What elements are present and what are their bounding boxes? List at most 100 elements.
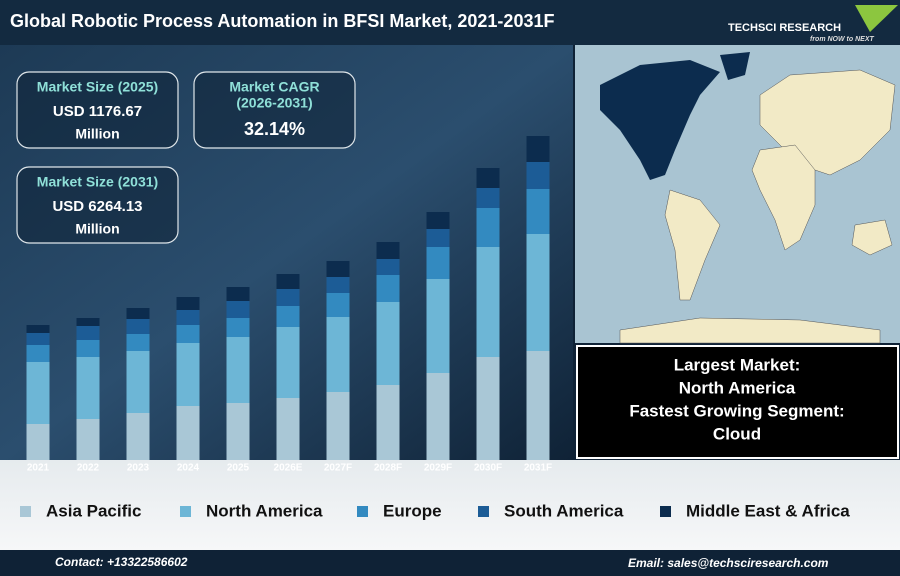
bar-segment [376, 302, 400, 385]
stat-box [16, 166, 179, 244]
bar-segment [26, 424, 50, 460]
bar-segment [176, 406, 200, 460]
bar-segment [176, 297, 200, 310]
bar-segment [326, 317, 350, 392]
bar-segment [526, 136, 550, 162]
bar-segment [176, 343, 200, 406]
bar-segment [426, 373, 450, 460]
bar-segment [126, 334, 150, 351]
title: Global Robotic Process Automation in BFS… [10, 11, 554, 31]
bar-segment [126, 319, 150, 334]
bar-segment [376, 385, 400, 460]
bar-segment [276, 398, 300, 460]
bar-segment [276, 327, 300, 398]
bar-segment [126, 413, 150, 460]
bar-segment [76, 326, 100, 340]
africa [751, 144, 816, 251]
bar-segment [226, 403, 250, 460]
bar-segment [276, 274, 300, 289]
x-tick-label: 2025 [227, 463, 250, 474]
bar-segment [476, 188, 500, 208]
bar-segment [26, 362, 50, 424]
bar-segment [126, 351, 150, 413]
legend-swatch [180, 506, 191, 517]
legend-label: Middle East & Africa [686, 501, 850, 520]
x-tick-label: 2028F [374, 463, 402, 474]
bar-segment [76, 419, 100, 460]
x-tick-label: 2029F [424, 463, 452, 474]
bar-segment [26, 325, 50, 333]
logo: TECHSCI RESEARCH [728, 22, 841, 34]
antarctica [619, 317, 881, 344]
legend-label: Asia Pacific [46, 501, 141, 520]
stat-text: Market Size (2025) [37, 79, 158, 95]
stat-text: Market CAGR [229, 79, 319, 95]
south-america [664, 189, 721, 301]
stat-text: 32.14% [244, 119, 305, 139]
bar-segment [276, 289, 300, 306]
north-america [600, 60, 720, 180]
bar-segment [426, 212, 450, 229]
stat-box [193, 71, 356, 149]
logo-mark [855, 5, 898, 32]
bar-segment [176, 325, 200, 343]
stat-text: Market Size (2031) [37, 174, 158, 190]
legend-label: Europe [383, 501, 442, 520]
legend-swatch [357, 506, 368, 517]
bar-segment [26, 333, 50, 345]
bar-segment [476, 168, 500, 188]
x-tick-label: 2022 [77, 463, 100, 474]
bar-segment [326, 277, 350, 293]
bar-segment [526, 189, 550, 234]
bar-segment [76, 318, 100, 326]
header-band [0, 0, 900, 45]
highlight-text: Cloud [713, 424, 761, 443]
bar-segment [326, 261, 350, 277]
bar-segment [226, 287, 250, 301]
bar-segment [76, 340, 100, 357]
bar-segment [526, 351, 550, 460]
bar-segment [176, 310, 200, 325]
stat-text: Million [75, 221, 119, 237]
legend-label: North America [206, 501, 323, 520]
x-tick-label: 2030F [474, 463, 502, 474]
legend-band [0, 460, 900, 550]
stat-box [16, 71, 179, 149]
bar-segment [426, 247, 450, 279]
stat-text: USD 1176.67 [53, 103, 142, 120]
stat-text: USD 6264.13 [52, 198, 142, 215]
bar-segment [276, 306, 300, 327]
bar-segment [476, 247, 500, 357]
bar-segment [226, 318, 250, 337]
bar-segment [76, 357, 100, 419]
contact: Contact: +13322586602 [55, 555, 188, 569]
bar-segment [426, 279, 450, 373]
x-tick-label: 2021 [27, 463, 50, 474]
bar-segment [326, 392, 350, 460]
email: Email: sales@techsciresearch.com [628, 556, 829, 570]
bar-segment [526, 234, 550, 351]
bar-segment [526, 162, 550, 189]
bar-segment [376, 242, 400, 259]
stat-text: (2026-2031) [236, 95, 312, 111]
australia [851, 219, 893, 256]
bar-segment [426, 229, 450, 247]
highlight-box [576, 345, 899, 459]
bar-segment [26, 345, 50, 362]
x-tick-label: 2026E [274, 463, 303, 474]
highlight-text: Fastest Growing Segment: [629, 401, 844, 420]
x-tick-label: 2024 [177, 463, 200, 474]
bar-segment [326, 293, 350, 317]
highlight-text: Largest Market: [674, 355, 801, 374]
bar-segment [226, 337, 250, 403]
highlight-text: North America [679, 378, 796, 397]
footer-band [0, 552, 900, 576]
greenland [720, 52, 750, 80]
bar-segment [226, 301, 250, 318]
bar-segment [376, 259, 400, 275]
legend-swatch [478, 506, 489, 517]
bar-segment [476, 357, 500, 460]
stat-text: Million [75, 126, 119, 142]
x-tick-label: 2027F [324, 463, 352, 474]
